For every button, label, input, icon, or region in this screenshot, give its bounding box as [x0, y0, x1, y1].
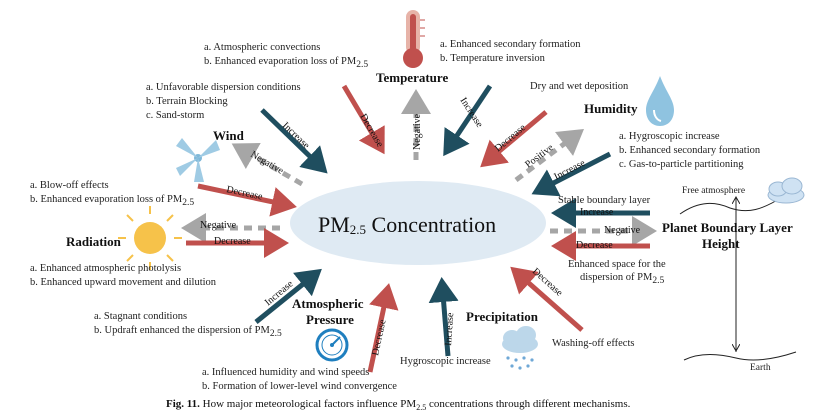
pressure-left-a: a. Stagnant conditions — [94, 311, 188, 322]
center-ellipse — [290, 181, 546, 265]
humidity-list-a: a. Hygroscopic increase — [619, 131, 720, 142]
temperature-left-a: a. Atmospheric convections — [204, 42, 321, 53]
center-title-pm: PM — [318, 212, 350, 237]
water-drop-icon — [646, 76, 674, 126]
temperature-left-b-sub: 2.5 — [356, 60, 369, 71]
radiation-decrease-label: Decrease — [214, 236, 251, 247]
humidity-increase-arrow — [531, 151, 612, 197]
center-title-sub: 2.5 — [349, 222, 367, 237]
pbl-space-line2-text: dispersion of PM — [580, 272, 653, 283]
wind-decrease-arrow — [197, 183, 297, 217]
cloud-icon — [767, 177, 805, 204]
precipitation-decrease-arrow — [510, 266, 584, 332]
wind-blow-a: a. Blow-off effects — [30, 180, 109, 191]
temperature-right-a: a. Enhanced secondary formation — [440, 39, 581, 50]
wind-list-a: a. Unfavorable dispersion conditions — [146, 82, 301, 93]
caption-text: How major meteorological factors influen… — [199, 398, 417, 410]
pressure-left-b-text: b. Updraft enhanced the dispersion of PM — [94, 325, 270, 336]
wind-blow-b-text: b. Enhanced evaporation loss of PM — [30, 194, 183, 205]
pbl-space-sub: 2.5 — [652, 276, 665, 287]
center-title-suffix: Concentration — [366, 212, 497, 237]
radiation-list-b: b. Enhanced upward movement and dilution — [30, 277, 217, 288]
pressure-left-b: b. Updraft enhanced the dispersion of PM… — [94, 325, 282, 340]
precipitation-decrease-label: Decrease — [530, 266, 565, 299]
humidity-deposition: Dry and wet deposition — [530, 81, 629, 92]
pressure-increase-arrow — [254, 268, 322, 324]
caption-sub: 2.5 — [416, 403, 427, 413]
pbl-decrease-label: Decrease — [576, 240, 613, 251]
pressure-decrease-label: Decrease — [370, 318, 388, 357]
wind-increase-arrow — [260, 108, 328, 174]
humidity-list-b: b. Enhanced secondary formation — [619, 145, 761, 156]
temperature-heading: Temperature — [376, 70, 449, 85]
precipitation-heading: Precipitation — [466, 309, 538, 324]
radiation-list-a: a. Enhanced atmospheric photolysis — [30, 263, 182, 274]
pbl-space-line1: Enhanced space for the — [568, 259, 666, 270]
humidity-list-c: c. Gas-to-particle partitioning — [619, 159, 744, 170]
precipitation-increase-label: Increase — [443, 312, 456, 347]
sun-icon — [118, 206, 182, 270]
pbl-heading-line1: Planet Boundary Layer — [662, 220, 793, 235]
pbl-heading-line2: Height — [702, 236, 740, 251]
caption-tail: concentrations through different mechani… — [426, 398, 631, 410]
wind-blow-b-sub: 2.5 — [182, 198, 195, 209]
humidity-decrease-label: Decrease — [493, 122, 529, 154]
pbl-free-atmosphere: Free atmosphere — [682, 186, 746, 196]
pressure-heading-line2: Pressure — [306, 312, 354, 327]
wind-decrease-label: Decrease — [225, 184, 264, 202]
pressure-heading-line1: Atmospheric — [292, 296, 364, 311]
wind-list-c: c. Sand-storm — [146, 110, 205, 121]
precipitation-washing: Washing-off effects — [552, 338, 635, 349]
radiation-heading: Radiation — [66, 234, 121, 249]
wind-list-b: b. Terrain Blocking — [146, 96, 228, 107]
wind-increase-label: Increase — [280, 120, 312, 151]
caption-fig-label: Fig. 11. — [166, 398, 200, 410]
pbl-increase-label: Increase — [580, 207, 614, 218]
thermometer-icon — [403, 10, 425, 68]
pbl-earth: Earth — [750, 363, 771, 373]
temperature-decrease-arrow — [341, 84, 385, 155]
pbl-stable: Stable boundary layer — [558, 195, 651, 206]
wind-negative-label: Negative — [249, 149, 286, 177]
temperature-left-b-text: b. Enhanced evaporation loss of PM — [204, 56, 357, 67]
wind-heading: Wind — [213, 128, 244, 143]
radiation-negative-label: Negative — [200, 220, 237, 231]
pbl-space-line2: dispersion of PM2.5 — [580, 272, 664, 287]
pbl-boundary-curve — [679, 195, 785, 215]
pressure-left-b-sub: 2.5 — [269, 329, 282, 340]
rain-cloud-icon — [502, 326, 538, 370]
wind-fan-icon — [176, 138, 220, 182]
humidity-decrease-arrow — [480, 110, 548, 168]
pressure-bottom-a: a. Influenced humidity and wind speeds — [202, 367, 370, 378]
center-title: PM2.5 Concentration — [318, 212, 496, 238]
temperature-right-b: b. Temperature inversion — [440, 53, 545, 64]
pbl-negative-label: Negative — [604, 225, 641, 236]
precipitation-increase-arrow — [428, 277, 459, 357]
figure-caption: Fig. 11. How major meteorological factor… — [166, 398, 630, 412]
pressure-gauge-icon — [315, 328, 349, 362]
humidity-heading: Humidity — [584, 101, 638, 116]
wind-negative-arrow — [231, 142, 304, 187]
temperature-negative-label: Negative — [412, 113, 423, 150]
earth-line — [683, 351, 797, 361]
temperature-increase-arrow — [443, 84, 493, 157]
pressure-bottom-b: b. Formation of lower-level wind converg… — [202, 381, 397, 392]
pressure-decrease-arrow — [367, 283, 399, 373]
wind-blow-b: b. Enhanced evaporation loss of PM2.5 — [30, 194, 194, 209]
temperature-decrease-label: Decrease — [357, 112, 385, 150]
temperature-left-b: b. Enhanced evaporation loss of PM2.5 — [204, 56, 368, 71]
precipitation-hygroscopic: Hygroscopic increase — [400, 356, 491, 367]
